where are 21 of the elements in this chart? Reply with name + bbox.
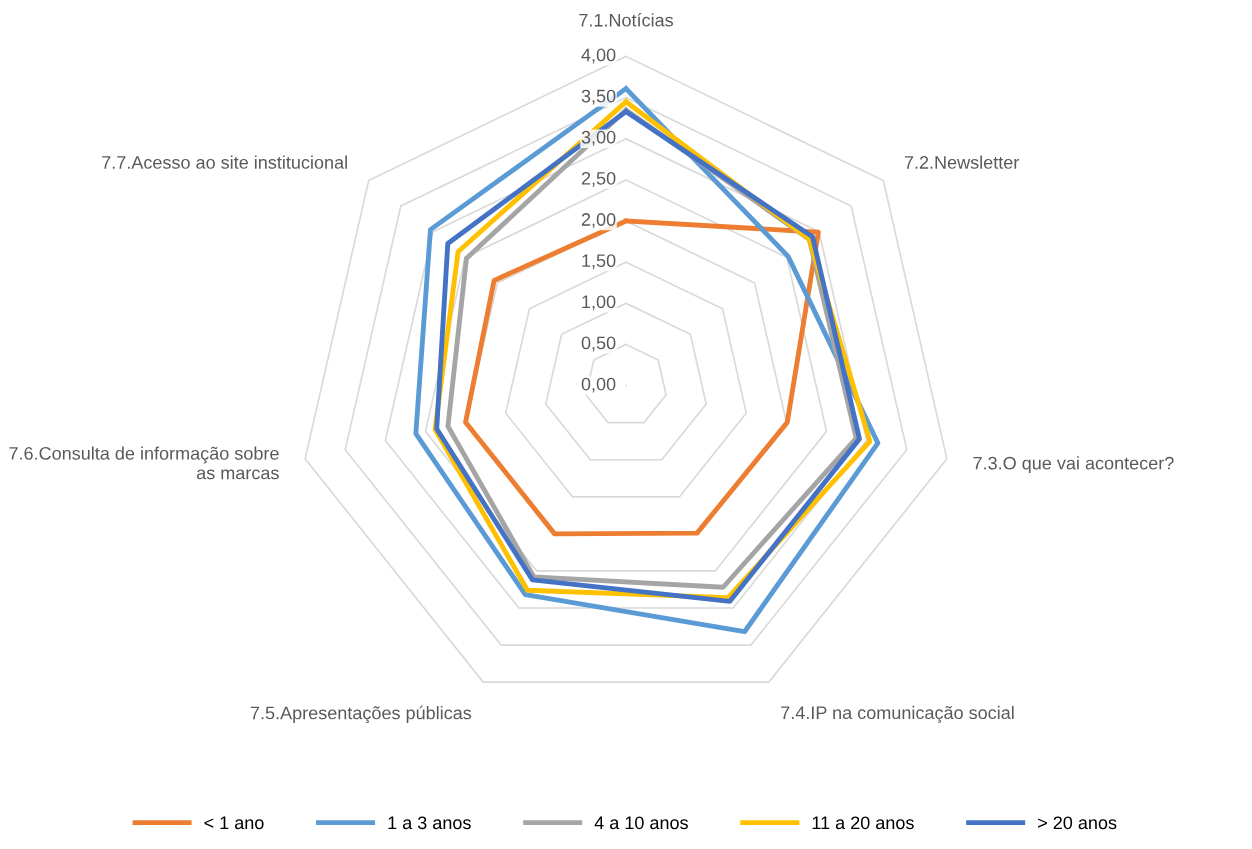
y-tick-label: 4,00 xyxy=(581,48,616,64)
y-tick-label: 1,00 xyxy=(582,295,616,311)
y-tick-label: 2,50 xyxy=(581,171,616,187)
legend-label: 11 a 20 anos xyxy=(812,816,914,830)
y-tick-label: 2,00 xyxy=(581,213,616,229)
legend-label: 4 a 10 anos xyxy=(594,816,688,830)
spoke-label: 7.2.Newsletter xyxy=(904,155,1020,169)
spoke-label: 7.7.Acesso ao site institucional xyxy=(102,155,347,169)
legend-label: 1 a 3 anos xyxy=(388,816,471,830)
legend-label: > 20 anos xyxy=(1038,816,1117,830)
y-tick-label: 0,50 xyxy=(581,336,616,352)
y-tick-label: 3,00 xyxy=(581,130,616,146)
legend-label: < 1 ano xyxy=(204,816,264,830)
spoke-label: 7.1.Notícias xyxy=(579,13,674,27)
spoke-label: 7.3.O que vai acontecer? xyxy=(973,456,1174,474)
y-tick-label: 1,50 xyxy=(582,254,616,270)
spoke-label: 7.4.IP na comunicação social xyxy=(781,705,1014,723)
y-tick-label: 0,00 xyxy=(581,377,616,393)
y-tick-label: 3,50 xyxy=(581,89,616,105)
spoke-label: 7.6.Consulta de informação sobre as marcas xyxy=(9,446,279,480)
spoke-label: 7.5.Apresentações públicas xyxy=(250,705,472,723)
